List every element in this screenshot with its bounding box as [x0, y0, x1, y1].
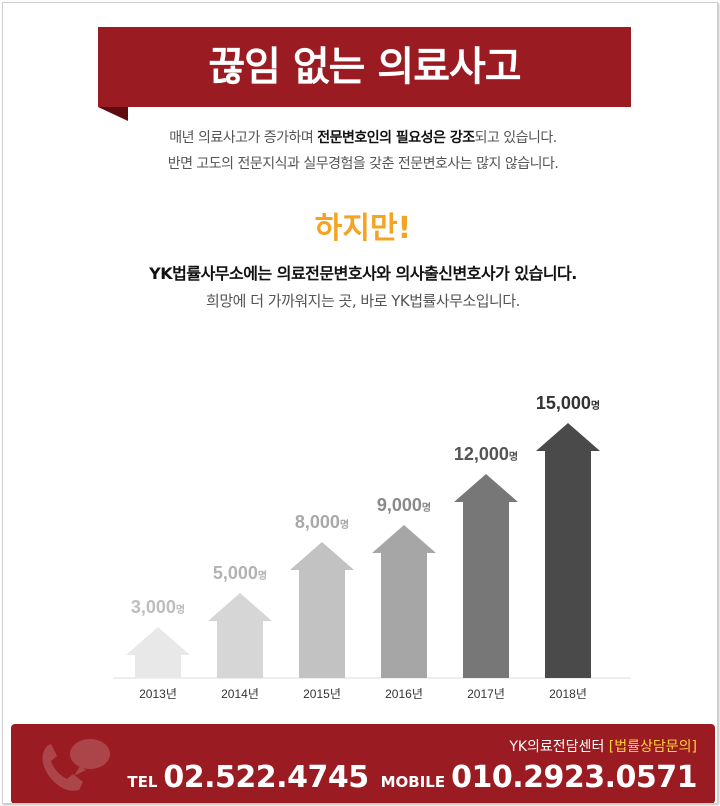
- banner-fold: [98, 107, 128, 121]
- bar-2013년: [126, 627, 190, 678]
- however-heading: 하지만!: [314, 211, 412, 246]
- value-label-2018년: 15,000명: [536, 393, 600, 413]
- value-label-2014년: 5,000명: [213, 563, 267, 583]
- tel-number[interactable]: 02.522.4745: [163, 760, 369, 795]
- contact-numbers: TEL 02.522.4745 MOBILE 010.2923.0571: [115, 760, 697, 795]
- bar-2018년: [536, 423, 600, 678]
- bar-2015년: [290, 542, 354, 678]
- intro-line-1-emphasis: 전문변호인의 필요성은 강조: [317, 130, 475, 146]
- headline: YK법률사무소에는 의료전문변호사와 의사출신변호사가 있습니다.: [149, 264, 577, 283]
- bar-2017년: [454, 474, 518, 678]
- value-label-2017년: 12,000명: [454, 444, 518, 464]
- intro-line-1-a: 매년 의료사고가 증가하며: [169, 130, 318, 146]
- phone-chat-icon: [42, 739, 110, 791]
- category-label-2015년: 2015년: [303, 687, 341, 701]
- bar-2014년: [208, 593, 272, 678]
- title-banner: [98, 27, 631, 107]
- category-label-2013년: 2013년: [139, 687, 177, 701]
- mobile-number[interactable]: 010.2923.0571: [451, 760, 697, 795]
- value-label-2013년: 3,000명: [131, 597, 185, 617]
- value-label-2015년: 8,000명: [295, 512, 349, 532]
- category-label-2017년: 2017년: [467, 687, 505, 701]
- value-label-2016년: 9,000명: [377, 495, 431, 515]
- intro-line-1-c: 되고 있습니다.: [474, 130, 558, 146]
- tel-label: TEL: [127, 773, 158, 791]
- category-label-2014년: 2014년: [221, 687, 259, 701]
- page-title: 끊임 없는 의료사고: [208, 44, 521, 90]
- contact-footer: YK의료전담센터 [법률상담문의] TEL 02.522.4745 MOBILE 01…: [11, 724, 715, 803]
- intro-line-1: 매년 의료사고가 증가하며 전문변호인의 필요성은 강조되고 있습니다.: [3, 127, 717, 147]
- intro-line-2: 반면 고도의 전문지식과 실무경험을 갖춘 전문변호사는 많지 않습니다.: [167, 156, 559, 172]
- center-info: YK의료전담센터 [법률상담문의]: [509, 736, 697, 756]
- category-label-2016년: 2016년: [385, 687, 423, 701]
- subline: 희망에 더 가까워지는 곳, 바로 YK법률사무소입니다.: [206, 292, 520, 310]
- consult-label: [법률상담문의]: [608, 739, 697, 755]
- growth-chart: 3,000명 2013년 5,000명 2014년 8,000명 2015년 9,000명 2…: [113, 393, 631, 701]
- bar-2016년: [372, 525, 436, 678]
- category-label-2018년: 2018년: [549, 687, 587, 701]
- center-label: YK의료전담센터: [509, 739, 605, 755]
- mobile-label: MOBILE: [380, 773, 446, 791]
